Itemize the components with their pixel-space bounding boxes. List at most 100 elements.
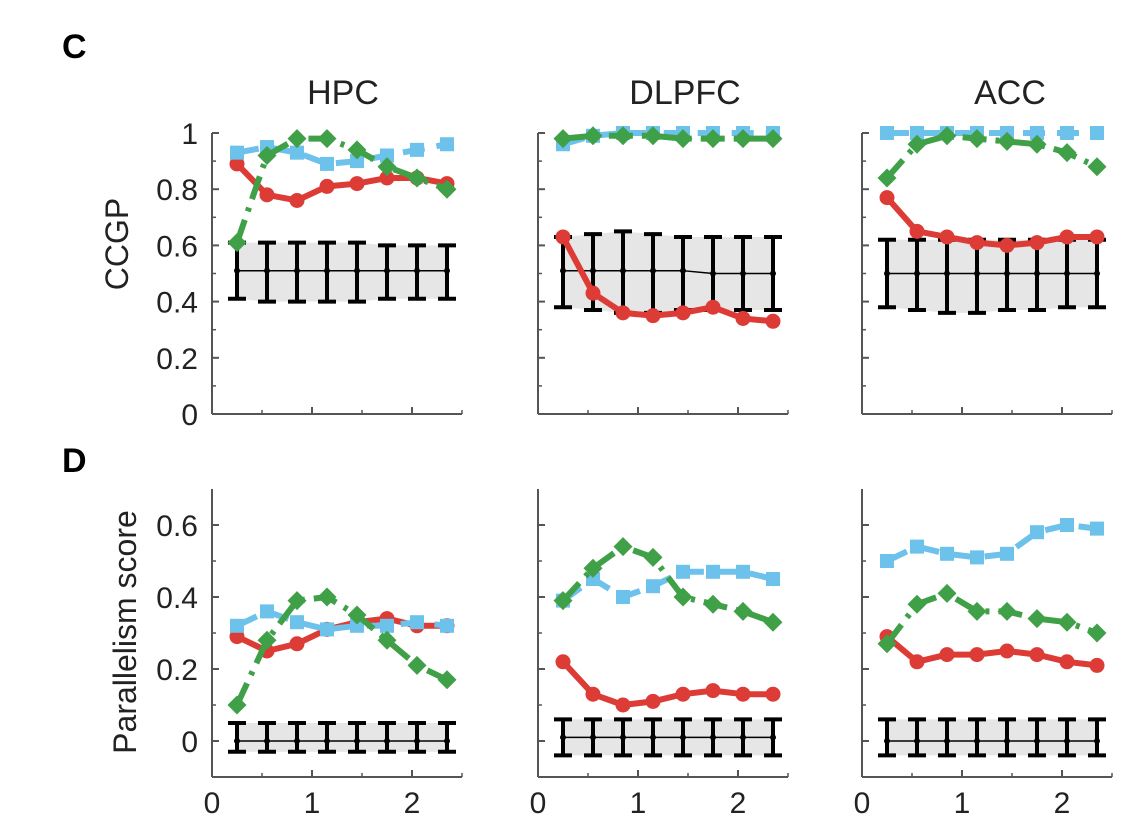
panel-c-hpc-point-green — [257, 145, 277, 165]
panel-c-dlpfc-point-red — [735, 310, 751, 326]
panel-d-hpc-null-point — [234, 738, 240, 744]
column-title-acc: ACC — [974, 74, 1046, 112]
panel-c-hpc-null-point — [324, 267, 330, 274]
panel-c-dlpfc-null-point — [560, 267, 566, 274]
panel-c-acc-null-point — [974, 270, 980, 277]
panel-d-dlpfc-point-green — [733, 601, 753, 621]
panel-d-dlpfc-point-blue — [736, 564, 750, 579]
panel-c-dlpfc — [537, 126, 789, 415]
panel-d-dlpfc-x-tick-label: 0 — [530, 787, 547, 820]
panel-c-hpc-point-blue — [440, 137, 454, 152]
panel-d-hpc-null-point — [444, 738, 450, 744]
panel-c-hpc-point-green — [287, 129, 307, 149]
panel-d-acc-point-green — [1087, 623, 1107, 643]
panel-c-dlpfc-point-red — [705, 299, 721, 315]
panel-d-acc-x-tick-label: 1 — [954, 787, 971, 820]
panel-c-dlpfc-null-point — [770, 270, 776, 277]
panel-c-hpc-null-point — [294, 267, 300, 274]
panel-c-hpc-null-point — [444, 267, 450, 274]
panel-c-acc-point-green — [1087, 157, 1107, 177]
panel-c-acc-point-green — [997, 131, 1017, 151]
panel-c-hpc-y-tick-label: 0.2 — [156, 343, 198, 376]
panel-c-hpc-null-band — [237, 242, 447, 302]
panel-d-acc-point-red — [969, 647, 985, 663]
panel-d-dlpfc-null-point — [590, 734, 596, 741]
panel-d-dlpfc-null-point — [620, 734, 626, 741]
panel-d-hpc-series-line-green — [234, 594, 449, 707]
panel-d-hpc-point-green — [287, 591, 307, 611]
panel-d-acc-point-red — [909, 654, 925, 670]
panel-c-acc-null-point — [884, 270, 890, 277]
panel-d-hpc-x-tick-label: 2 — [404, 787, 421, 820]
panel-c-hpc-y-tick-label: 1 — [181, 118, 198, 151]
panel-d-acc-x-tick-label: 0 — [854, 787, 871, 820]
panel-d-hpc-point-blue — [260, 604, 274, 619]
panel-d-acc-null-point — [884, 738, 890, 744]
panel-c-acc-point-blue — [1090, 126, 1104, 140]
panel-d-dlpfc-point-green — [673, 587, 693, 607]
panel-c-hpc-point-red — [259, 187, 275, 203]
panel-d-dlpfc-null-point — [650, 734, 656, 741]
panel-d-acc-point-blue — [1000, 546, 1014, 561]
panel-d-hpc-point-green — [347, 605, 367, 625]
panel-d-dlpfc-point-red — [585, 686, 601, 702]
panel-d-dlpfc: 0 1 2 — [530, 489, 789, 820]
column-title-hpc: HPC — [307, 74, 379, 112]
panel-c-hpc-point-blue — [290, 145, 304, 160]
panel-d-acc-x-tick-label: 2 — [1054, 787, 1071, 820]
panel-d-dlpfc-null-point — [770, 734, 776, 741]
panel-d-dlpfc-point-green — [703, 594, 723, 614]
panel-d-dlpfc-null-point — [680, 734, 686, 741]
panel-d-hpc-null-point — [294, 738, 300, 744]
panel-c-dlpfc-null-point — [620, 267, 626, 274]
y-axis-label-parallelism: Parallelism score — [107, 510, 143, 754]
panel-d-acc-null-band — [887, 719, 1097, 756]
panel-c-dlpfc-point-red — [675, 305, 691, 321]
panel-c-acc-null-point — [914, 270, 920, 277]
panel-d-acc-null-point — [1034, 738, 1040, 744]
panel-d-acc-point-green — [1057, 612, 1077, 632]
panel-c-acc-point-red — [1059, 229, 1075, 245]
panel-c-dlpfc-point-green — [613, 126, 633, 146]
panel-d-hpc-point-blue — [290, 615, 304, 630]
panel-c-hpc-point-blue — [320, 156, 334, 171]
panel-d-hpc-point-red — [229, 629, 245, 645]
subplots: 0 0.2 0.4 0.6 0.8 1 0 0.2 0.4 0.6 0 1 2 0 1 2 0 1 2 — [156, 118, 1113, 820]
panel-d-dlpfc-x-tick-label: 2 — [730, 787, 747, 820]
panel-c-hpc-point-red — [349, 176, 365, 192]
panel-d-acc-null-point — [1094, 738, 1100, 744]
panel-d-acc-point-red — [1089, 657, 1105, 673]
panel-c-hpc-point-green — [227, 233, 247, 253]
panel-d-hpc-point-blue — [350, 618, 364, 633]
panel-c-dlpfc-point-red — [645, 308, 661, 324]
panel-d-dlpfc-point-blue — [676, 564, 690, 579]
panel-d-dlpfc-point-green — [583, 558, 603, 578]
panel-d-acc-null-point — [1064, 738, 1070, 744]
panel-c-acc-point-blue — [1030, 126, 1044, 140]
panel-d-acc-point-blue — [970, 550, 984, 565]
panel-c-acc-point-red — [999, 237, 1015, 253]
panel-d-acc-null-point — [1004, 738, 1010, 744]
panel-d-dlpfc-point-red — [705, 683, 721, 699]
panel-d-acc-point-blue — [880, 554, 894, 568]
panel-d-hpc-point-blue — [320, 622, 334, 637]
panel-d-dlpfc-x-tick-label: 1 — [630, 787, 647, 820]
panel-d-dlpfc-point-green — [553, 591, 573, 611]
panel-d-dlpfc-point-green — [643, 547, 663, 567]
panel-c-acc-point-green — [937, 126, 957, 146]
panel-d-hpc-x-tick-label: 0 — [204, 787, 221, 820]
panel-d-dlpfc-point-blue — [706, 564, 720, 579]
panel-c-hpc-point-red — [379, 170, 395, 186]
panel-c-hpc-null-point — [264, 267, 270, 274]
panel-letter-d: D — [62, 442, 87, 480]
panel-c-acc-null-point — [1004, 270, 1010, 277]
panel-c-hpc-point-blue — [410, 142, 424, 157]
panel-d-acc-point-green — [907, 594, 927, 614]
panel-letter-c: C — [62, 28, 87, 66]
panel-c-acc-point-red — [879, 190, 895, 206]
panel-d-hpc-y-tick-label: 0 — [181, 726, 198, 759]
panel-c-hpc-y-tick-label: 0.8 — [156, 174, 198, 207]
panel-d-dlpfc-point-red — [735, 686, 751, 702]
panel-c-dlpfc-null-band — [563, 231, 773, 313]
panel-c-hpc-point-green — [347, 140, 367, 160]
